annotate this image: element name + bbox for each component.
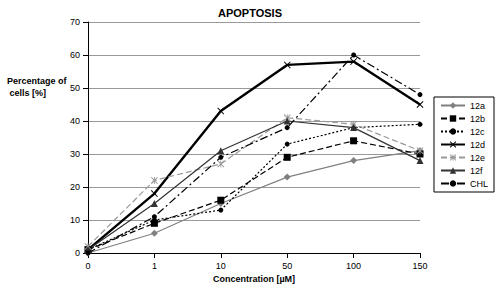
svg-text:12f: 12f: [470, 166, 483, 176]
svg-text:cells [%]: cells [%]: [7, 88, 46, 98]
svg-text:70: 70: [70, 17, 80, 27]
svg-text:10: 10: [216, 261, 226, 271]
svg-text:40: 40: [70, 116, 80, 126]
svg-text:0: 0: [75, 248, 80, 258]
svg-text:12b: 12b: [470, 114, 485, 124]
svg-text:12c: 12c: [470, 127, 485, 137]
svg-text:20: 20: [70, 182, 80, 192]
svg-text:12a: 12a: [470, 101, 485, 111]
svg-text:Concentration [µM]: Concentration [µM]: [213, 274, 295, 284]
svg-text:Percentage of: Percentage of: [7, 76, 68, 86]
svg-text:50: 50: [70, 83, 80, 93]
svg-text:APOPTOSIS: APOPTOSIS: [218, 7, 282, 19]
svg-text:12e: 12e: [470, 153, 485, 163]
svg-text:50: 50: [282, 261, 292, 271]
svg-text:30: 30: [70, 149, 80, 159]
svg-text:60: 60: [70, 50, 80, 60]
svg-text:1: 1: [152, 261, 157, 271]
svg-text:CHL: CHL: [470, 179, 488, 189]
svg-text:100: 100: [346, 261, 361, 271]
svg-text:12d: 12d: [470, 140, 485, 150]
svg-text:10: 10: [70, 215, 80, 225]
svg-text:150: 150: [412, 261, 427, 271]
svg-text:0: 0: [85, 261, 90, 271]
